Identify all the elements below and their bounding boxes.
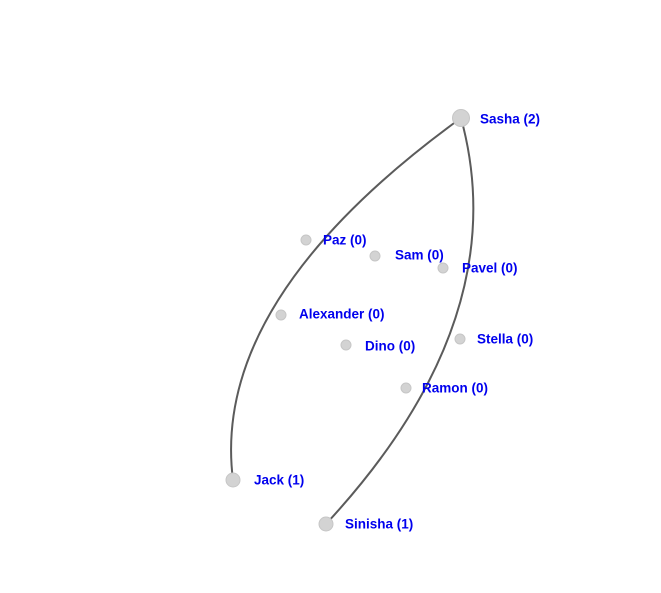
node-circle-sasha[interactable]	[452, 109, 470, 127]
node-label-pavel: Pavel (0)	[462, 261, 518, 276]
node-circle-dino[interactable]	[340, 339, 352, 351]
node-paz[interactable]: Paz (0)	[300, 233, 367, 248]
node-alexander[interactable]: Alexander (0)	[275, 307, 385, 322]
node-label-alexander: Alexander (0)	[299, 307, 385, 322]
node-circle-jack[interactable]	[225, 472, 241, 488]
node-dino[interactable]: Dino (0)	[340, 339, 415, 354]
node-label-paz: Paz (0)	[323, 233, 367, 248]
node-label-dino: Dino (0)	[365, 339, 415, 354]
node-label-jack: Jack (1)	[254, 473, 304, 488]
node-stella[interactable]: Stella (0)	[454, 332, 533, 347]
node-label-sasha: Sasha (2)	[480, 112, 540, 127]
node-circle-ramon[interactable]	[400, 382, 412, 394]
node-label-stella: Stella (0)	[477, 332, 533, 347]
node-circle-paz[interactable]	[300, 234, 312, 246]
node-circle-pavel[interactable]	[437, 262, 449, 274]
node-jack[interactable]: Jack (1)	[225, 472, 304, 488]
node-label-sinisha: Sinisha (1)	[345, 517, 413, 532]
node-sasha[interactable]: Sasha (2)	[452, 109, 541, 127]
node-pavel[interactable]: Pavel (0)	[437, 261, 518, 276]
node-label-ramon: Ramon (0)	[422, 381, 488, 396]
node-ramon[interactable]: Ramon (0)	[400, 381, 488, 396]
node-circle-stella[interactable]	[454, 333, 466, 345]
edge-sasha-jack	[230, 117, 462, 481]
edge-sasha-sinisha	[325, 117, 475, 525]
node-sinisha[interactable]: Sinisha (1)	[318, 516, 413, 532]
edge-layer	[230, 117, 475, 525]
node-label-sam: Sam (0)	[395, 248, 444, 263]
node-circle-sam[interactable]	[369, 250, 381, 262]
node-sam[interactable]: Sam (0)	[369, 248, 444, 263]
node-circle-sinisha[interactable]	[318, 516, 334, 532]
node-circle-alexander[interactable]	[275, 309, 287, 321]
node-layer: Sasha (2) Paz (0) Sam (0) Pavel (0) Alex…	[225, 109, 541, 532]
